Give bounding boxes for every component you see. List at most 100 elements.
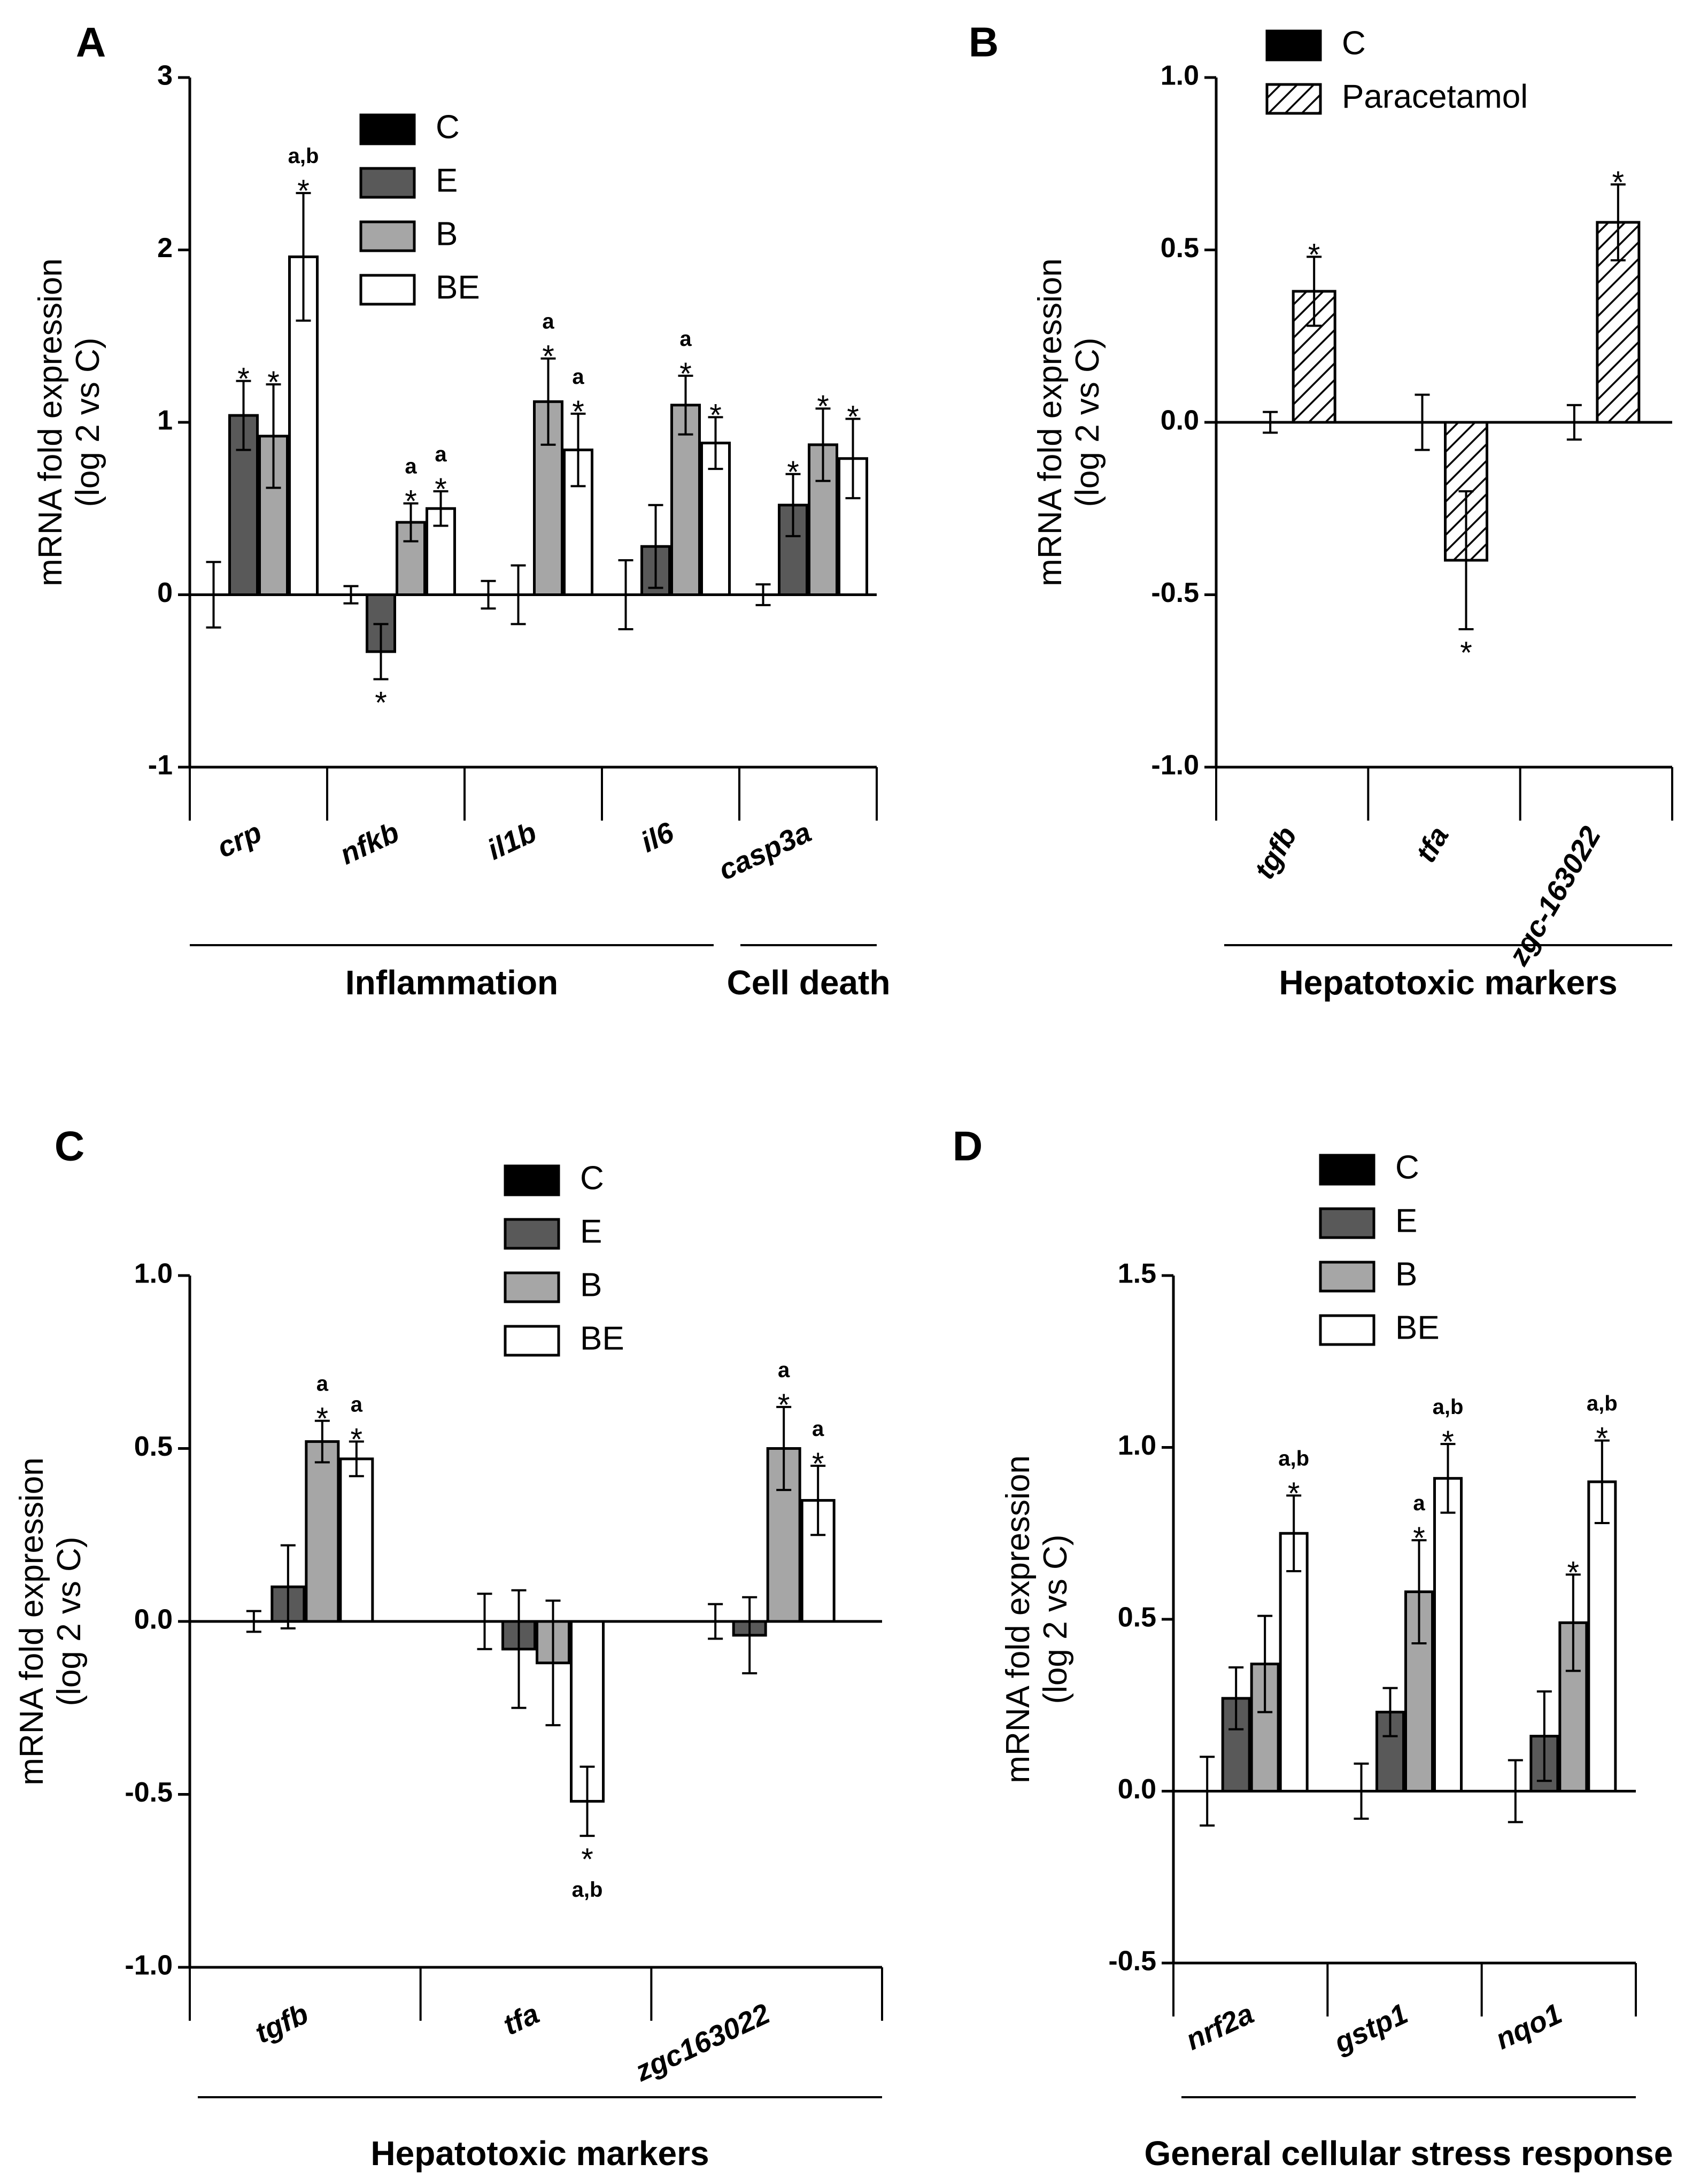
group-label: Hepatotoxic markers [370, 2134, 709, 2173]
y-tick-label: 2 [157, 233, 173, 264]
significance-star: * [237, 362, 250, 397]
significance-star: * [572, 395, 584, 429]
y-tick-label: 0.5 [1161, 233, 1199, 264]
legend-label: E [1395, 1202, 1417, 1239]
x-category-label: nfkb [335, 816, 404, 871]
significance-star: * [1413, 1521, 1425, 1556]
y-axis-label: mRNA fold expression [1032, 258, 1069, 586]
x-category-label: nrf2a [1181, 1997, 1258, 2056]
significance-letter: a [1413, 1492, 1425, 1515]
panel-letter: B [969, 19, 999, 66]
legend-label: BE [1395, 1309, 1440, 1346]
y-tick-label: 1.0 [1118, 1430, 1156, 1461]
x-category-label: tfa [1410, 821, 1455, 868]
significance-letter: a [405, 455, 417, 478]
legend-swatch-be [504, 1325, 560, 1357]
y-axis-label: mRNA fold expression [1000, 1455, 1037, 1783]
legend-swatch-e [359, 167, 416, 199]
x-category-label: il1b [483, 816, 542, 866]
group-label: Hepatotoxic markers [1279, 963, 1617, 1002]
significance-letter: a [351, 1393, 363, 1417]
significance-star: * [405, 484, 417, 519]
y-tick-label: 3 [157, 60, 173, 91]
significance-star: * [435, 472, 447, 507]
significance-letter: a,b [572, 1878, 603, 1902]
y-axis-label: mRNA fold expression [32, 258, 69, 586]
x-category-label: tgfb [1248, 821, 1303, 884]
significance-star: * [847, 400, 859, 435]
significance-star: * [787, 455, 799, 490]
x-category-label: zgc-163022 [1502, 821, 1607, 971]
significance-letter: a,b [1278, 1447, 1309, 1471]
significance-star: * [1288, 1477, 1300, 1511]
y-tick-label: 0.5 [1118, 1602, 1156, 1633]
y-tick-label: -1 [148, 750, 173, 781]
panel-letter: D [953, 1123, 983, 1170]
legend-label: Paracetamol [1342, 78, 1528, 115]
bar-be [1587, 1480, 1617, 1793]
y-tick-label: 1.5 [1118, 1258, 1156, 1289]
legend-swatch-b [359, 220, 416, 252]
y-tick-label: 0.0 [1161, 405, 1199, 436]
legend-swatch-b [1319, 1261, 1375, 1293]
y-axis-label: (log 2 vs C) [1037, 1535, 1074, 1704]
y-tick-label: -1.0 [1151, 750, 1199, 781]
legend-swatch-paracetamol [1265, 83, 1322, 115]
x-category-label: tfa [498, 1997, 544, 2041]
y-tick-label: -1.0 [125, 1950, 173, 1981]
x-category-label: crp [212, 816, 267, 864]
legend-label: B [580, 1266, 602, 1303]
x-category-label: il6 [636, 816, 679, 859]
x-category-label: casp3a [714, 816, 816, 886]
y-axis-label: (log 2 vs C) [51, 1537, 88, 1706]
y-tick-label: 1 [157, 405, 173, 436]
significance-letter: a,b [1587, 1392, 1618, 1416]
significance-letter: a [435, 443, 447, 466]
significance-letter: a [542, 310, 554, 334]
legend-swatch-be [1319, 1314, 1375, 1346]
legend-label: C [1395, 1149, 1419, 1186]
legend-swatch-e [504, 1218, 560, 1250]
legend-label: E [580, 1213, 602, 1250]
y-tick-label: 1.0 [1161, 60, 1199, 91]
legend-label: E [436, 162, 458, 199]
significance-letter: a,b [288, 144, 319, 168]
significance-star: * [581, 1842, 593, 1877]
significance-letter: a [679, 327, 692, 351]
legend-label: B [1395, 1256, 1417, 1293]
bar-be [1433, 1477, 1463, 1793]
bar-b [670, 404, 701, 596]
legend-label: B [436, 215, 458, 252]
x-category-label: nqo1 [1491, 1997, 1567, 2056]
legend-swatch-c [1319, 1154, 1375, 1186]
panel-letter: A [76, 19, 106, 66]
significance-star: * [817, 389, 829, 424]
significance-star: * [297, 174, 310, 208]
group-label: Inflammation [345, 963, 558, 1002]
legend-label: C [580, 1160, 604, 1196]
significance-letter: a [572, 365, 584, 389]
x-category-label: tgfb [250, 1997, 313, 2049]
significance-star: * [1567, 1555, 1580, 1590]
legend-swatch-c [359, 113, 416, 145]
y-axis-label: (log 2 vs C) [69, 338, 106, 507]
bar-b [305, 1440, 340, 1623]
y-tick-label: -0.5 [1151, 577, 1199, 608]
legend-label: C [436, 109, 460, 145]
y-tick-label: 0 [157, 577, 173, 608]
y-axis-label: (log 2 vs C) [1069, 338, 1106, 507]
significance-star: * [375, 686, 387, 721]
legend-swatch-b [504, 1271, 560, 1303]
legend-swatch-be [359, 274, 416, 306]
significance-letter: a [316, 1372, 329, 1396]
significance-star: * [778, 1388, 790, 1423]
panel-letter: C [55, 1123, 84, 1170]
bar-be [339, 1457, 374, 1623]
significance-star: * [316, 1402, 329, 1436]
y-tick-label: 1.0 [134, 1258, 173, 1289]
legend-label: BE [580, 1320, 624, 1357]
